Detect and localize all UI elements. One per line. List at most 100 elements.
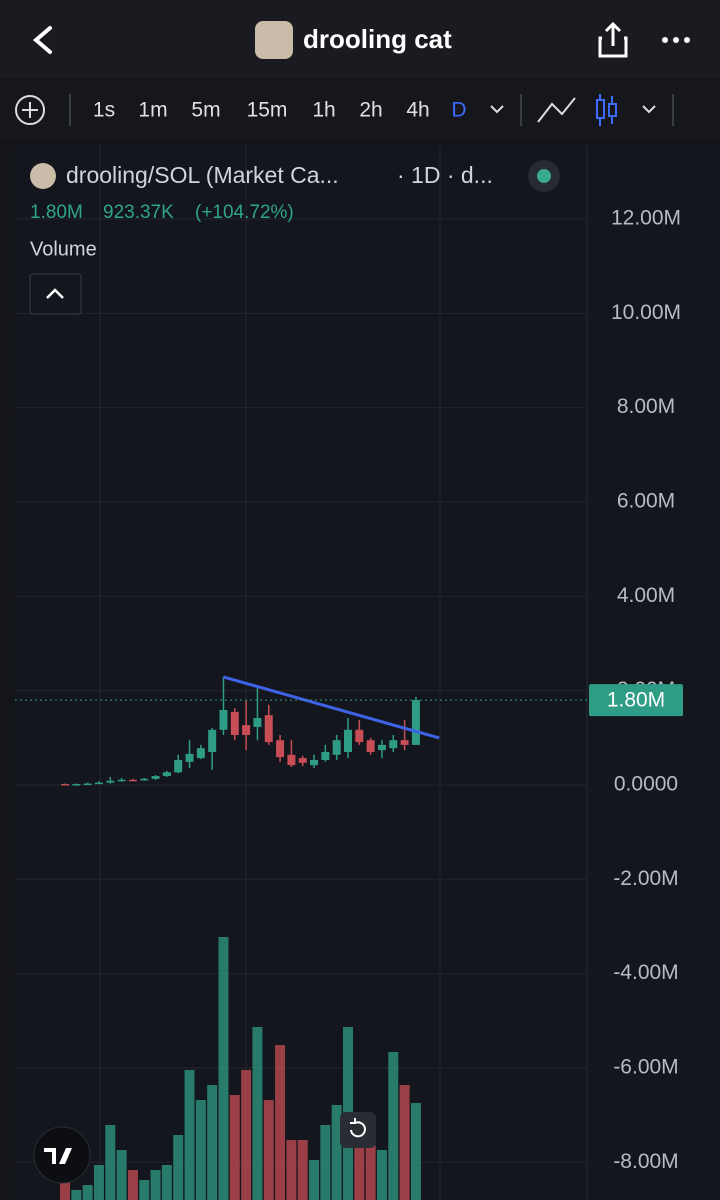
volume-bar <box>161 1165 172 1200</box>
interval-button[interactable]: D <box>451 99 466 122</box>
chart-area <box>15 145 720 1200</box>
candle-body <box>344 729 352 752</box>
y-tick-label: 10.00M <box>611 301 681 324</box>
reset-button[interactable] <box>340 1112 376 1148</box>
interval-button[interactable]: 15m <box>247 99 288 122</box>
candle-body <box>185 753 194 762</box>
collapse-button[interactable] <box>29 273 82 315</box>
volume-bar <box>82 1185 93 1200</box>
page-title: drooling cat <box>303 24 452 54</box>
candle-body <box>230 711 239 735</box>
toolbar <box>0 80 720 140</box>
share-button[interactable] <box>598 21 628 58</box>
volume-bar <box>207 1085 218 1200</box>
candle-body <box>276 740 285 758</box>
candle-body <box>264 715 273 743</box>
candle-body <box>174 759 183 773</box>
volume-bar <box>93 1165 104 1200</box>
volume-bar <box>331 1105 342 1200</box>
trendline <box>223 675 440 740</box>
volume-bar <box>275 1045 286 1200</box>
reset-icon <box>350 1118 366 1138</box>
y-tick-label: 4.00M <box>617 584 675 607</box>
y-tick-label: -6.00M <box>613 1055 678 1078</box>
last-price-tag <box>589 684 683 717</box>
volume-bar <box>71 1190 82 1200</box>
candle-body <box>117 779 126 782</box>
logo-mark <box>44 1148 72 1164</box>
candle-body <box>196 748 205 759</box>
last-price-label: 1.80M <box>607 689 665 712</box>
chart-type-dropdown[interactable] <box>642 105 656 114</box>
interval-button[interactable]: 4h <box>406 99 429 122</box>
candle-body <box>411 700 420 745</box>
candle-body <box>389 740 398 749</box>
volume-bar <box>399 1085 410 1200</box>
interval-button[interactable]: 1h <box>312 99 335 122</box>
legend-avatar <box>30 163 56 189</box>
candle-body <box>287 754 296 766</box>
volume-bar <box>354 1135 365 1200</box>
volume-bar <box>116 1150 127 1200</box>
volume-bar <box>297 1140 308 1200</box>
candle-body <box>140 778 149 781</box>
y-tick-label: 8.00M <box>617 395 675 418</box>
candle-body <box>298 758 307 763</box>
legend-change: 923.37K <box>103 202 174 223</box>
y-tick-label: -2.00M <box>613 867 678 890</box>
volume-bar <box>139 1180 150 1200</box>
interval-button[interactable]: 5m <box>191 99 220 122</box>
candle-body <box>400 740 409 745</box>
legend-interval: · 1D · d... <box>397 162 493 188</box>
candle-body <box>253 718 262 727</box>
more-button[interactable] <box>662 37 690 43</box>
candle-body <box>242 725 251 735</box>
volume-bar <box>184 1070 195 1200</box>
candle-body <box>310 759 319 766</box>
legend-title: drooling/SOL (Market Ca... <box>66 162 339 188</box>
candle-body <box>377 744 386 751</box>
interval-button[interactable]: 2h <box>359 99 382 122</box>
y-tick-label: 12.00M <box>611 207 681 230</box>
volume-bar <box>127 1170 138 1200</box>
volume-legend: Volume <box>30 238 97 260</box>
candle-body <box>94 782 103 785</box>
grid <box>15 145 587 1200</box>
candle-body <box>366 740 375 752</box>
volume-bar <box>388 1052 399 1200</box>
volume-bar <box>241 1070 252 1200</box>
y-tick-label: -4.00M <box>613 961 678 984</box>
line-chart-button[interactable] <box>537 97 576 123</box>
volume-bar <box>150 1170 161 1200</box>
candle-body <box>151 776 160 779</box>
candle-chart-button[interactable] <box>596 94 617 126</box>
interval-button[interactable]: 1s <box>93 99 115 122</box>
candle-body <box>321 751 330 760</box>
candle-body <box>106 780 115 783</box>
candle-body <box>219 709 228 730</box>
candle-body <box>128 779 137 782</box>
volume-bar <box>195 1100 206 1200</box>
interval-dropdown[interactable] <box>490 105 504 114</box>
add-indicator-button[interactable] <box>15 95 45 125</box>
legend-change-pct: (+104.72%) <box>195 202 294 223</box>
legend: drooling/SOL (Market Ca... · 1D · d... 1… <box>29 160 560 1184</box>
volume-bar <box>173 1135 184 1200</box>
candle-body <box>208 729 217 752</box>
volume-bar <box>229 1095 240 1200</box>
y-tick-label: 6.00M <box>617 490 675 513</box>
legend-close: 1.80M <box>30 202 83 223</box>
volume-bar <box>286 1140 297 1200</box>
candle-body <box>332 740 341 755</box>
volume-bar <box>309 1160 320 1200</box>
interval-button[interactable]: 1m <box>138 99 167 122</box>
volume-bar <box>60 1180 70 1200</box>
back-button[interactable] <box>32 26 52 54</box>
volume-bar <box>105 1125 116 1200</box>
y-tick-label: 0.0000 <box>614 773 678 796</box>
volume-bar <box>410 1103 421 1200</box>
tradingview-logo[interactable] <box>33 1126 91 1184</box>
candle-body <box>355 729 364 743</box>
